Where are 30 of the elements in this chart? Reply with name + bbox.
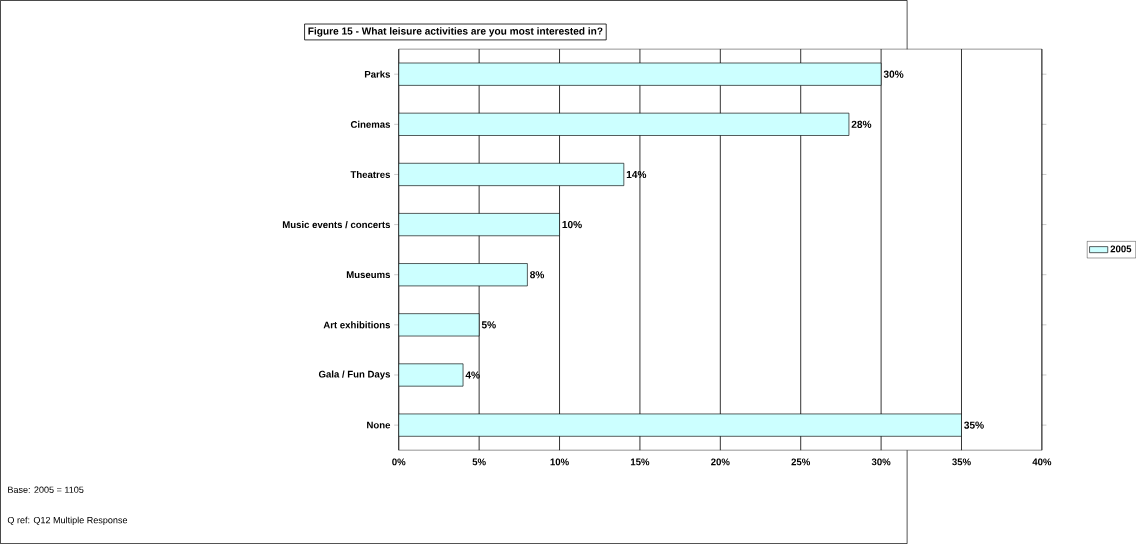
- data-label: 4%: [465, 371, 480, 379]
- data-label: 8%: [530, 271, 545, 279]
- x-tick-label: 30%: [871, 458, 891, 466]
- x-tick-label: 20%: [711, 458, 730, 466]
- y-tick-label: Gala / Fun Days: [318, 370, 391, 380]
- x-tick-label: 10%: [550, 458, 569, 466]
- y-tick-label: Music events / concerts: [282, 220, 391, 229]
- x-tick-label: 40%: [1032, 458, 1052, 466]
- x-tick-label: 0%: [392, 458, 406, 466]
- chart-title: Figure 15 - What leisure activities are you most interested in?: [308, 27, 603, 37]
- data-label: 30%: [883, 70, 904, 78]
- x-tick-label: 25%: [791, 458, 811, 466]
- text: Q ref: Q12 Multiple Response: [7, 516, 128, 526]
- y-tick-label: Cinemas: [350, 120, 391, 128]
- x-tick-label: 5%: [472, 458, 486, 466]
- y-tick-label: Art exhibitions: [323, 321, 391, 329]
- y-tick-label: Parks: [364, 70, 391, 78]
- bar: [398, 363, 464, 387]
- legend-label: 2005: [1110, 245, 1132, 253]
- x-tick-label: 35%: [952, 458, 971, 466]
- data-label: 28%: [851, 120, 872, 128]
- data-label: 35%: [964, 421, 984, 429]
- data-label: 14%: [626, 170, 647, 178]
- y-tick-label: None: [367, 421, 391, 429]
- data-label: 5%: [481, 321, 496, 329]
- y-tick-label: Museums: [346, 271, 391, 279]
- x-tick-label: 15%: [630, 458, 650, 466]
- y-tick-label: Theatres: [350, 170, 391, 178]
- text: Base: 2005 = 1105: [8, 486, 84, 493]
- data-label: 10%: [562, 220, 582, 229]
